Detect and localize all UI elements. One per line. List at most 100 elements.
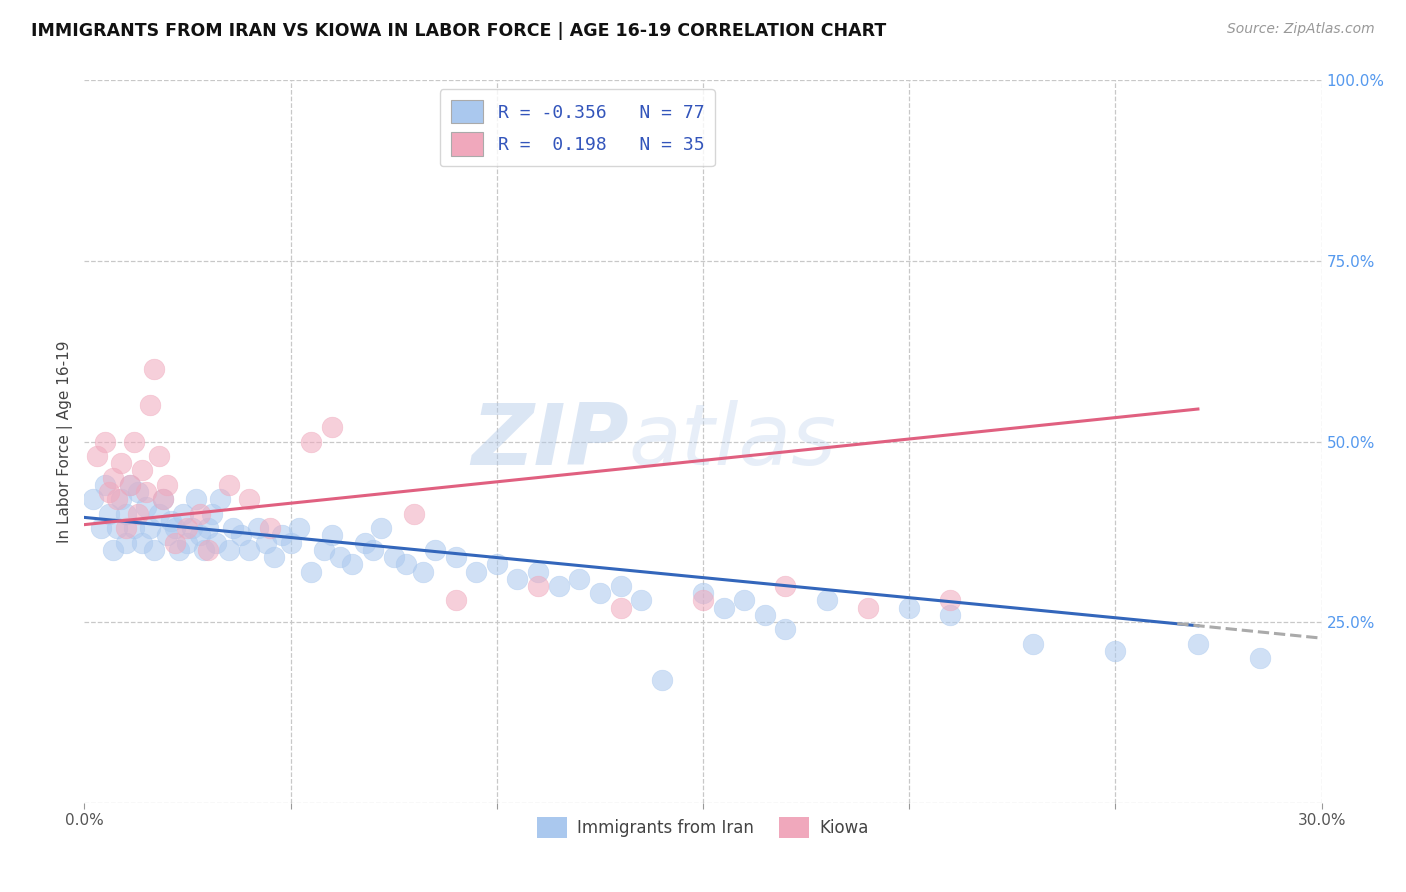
Point [127, 485, 149, 500]
Point [1187, 637, 1209, 651]
Point [114, 521, 136, 535]
Point [568, 572, 591, 586]
Point [197, 521, 219, 535]
Point [939, 593, 962, 607]
Point [609, 600, 631, 615]
Point [167, 542, 190, 557]
Point [127, 507, 149, 521]
Point [98, 507, 121, 521]
Point [180, 521, 202, 535]
Point [148, 449, 170, 463]
Point [856, 600, 879, 615]
Point [114, 507, 136, 521]
Point [122, 521, 145, 535]
Point [815, 593, 838, 607]
Point [342, 558, 364, 572]
Point [135, 485, 157, 500]
Point [775, 579, 797, 593]
Point [1104, 644, 1126, 658]
Point [103, 542, 125, 557]
Point [370, 521, 392, 535]
Point [184, 492, 207, 507]
Point [259, 521, 281, 535]
Point [246, 521, 269, 535]
Point [176, 535, 198, 549]
Point [609, 579, 631, 593]
Point [135, 500, 157, 514]
Point [98, 485, 121, 500]
Point [176, 521, 198, 535]
Point [299, 434, 322, 449]
Point [485, 558, 508, 572]
Point [589, 586, 612, 600]
Point [209, 492, 232, 507]
Point [105, 492, 128, 507]
Point [254, 535, 277, 549]
Point [312, 542, 335, 557]
Point [404, 507, 426, 521]
Point [122, 434, 145, 449]
Point [527, 579, 550, 593]
Point [94, 478, 117, 492]
Point [110, 492, 132, 507]
Point [238, 492, 260, 507]
Point [90, 521, 112, 535]
Point [114, 535, 136, 549]
Point [86, 449, 108, 463]
Point [321, 420, 343, 434]
Point [630, 593, 652, 607]
Point [361, 542, 384, 557]
Point [131, 535, 153, 549]
Point [103, 470, 125, 484]
Point [82, 492, 104, 507]
Point [713, 600, 735, 615]
Point [156, 478, 179, 492]
Legend: Immigrants from Iran, Kiowa: Immigrants from Iran, Kiowa [530, 810, 876, 845]
Text: IMMIGRANTS FROM IRAN VS KIOWA IN LABOR FORCE | AGE 16-19 CORRELATION CHART: IMMIGRANTS FROM IRAN VS KIOWA IN LABOR F… [31, 22, 886, 40]
Point [197, 542, 219, 557]
Point [412, 565, 434, 579]
Point [160, 514, 183, 528]
Point [165, 521, 187, 535]
Point [218, 542, 240, 557]
Point [329, 550, 352, 565]
Point [353, 535, 375, 549]
Point [423, 542, 446, 557]
Point [382, 550, 405, 565]
Point [898, 600, 921, 615]
Point [288, 521, 311, 535]
Point [188, 528, 211, 542]
Point [118, 478, 141, 492]
Point [395, 558, 418, 572]
Point [263, 550, 285, 565]
Point [172, 507, 194, 521]
Point [152, 492, 174, 507]
Point [131, 463, 153, 477]
Point [188, 507, 211, 521]
Point [193, 542, 215, 557]
Point [165, 535, 187, 549]
Point [271, 528, 294, 542]
Point [280, 535, 302, 549]
Point [238, 542, 260, 557]
Point [651, 673, 673, 687]
Text: Source: ZipAtlas.com: Source: ZipAtlas.com [1227, 22, 1375, 37]
Point [775, 623, 797, 637]
Text: atlas: atlas [628, 400, 837, 483]
Point [205, 535, 228, 549]
Point [229, 528, 252, 542]
Point [465, 565, 488, 579]
Point [547, 579, 569, 593]
Point [1249, 651, 1271, 665]
Point [321, 528, 343, 542]
Point [444, 593, 467, 607]
Text: ZIP: ZIP [471, 400, 628, 483]
Point [143, 542, 166, 557]
Point [152, 492, 174, 507]
Point [222, 521, 245, 535]
Point [143, 362, 166, 376]
Point [218, 478, 240, 492]
Point [110, 456, 132, 470]
Point [299, 565, 322, 579]
Point [754, 607, 776, 622]
